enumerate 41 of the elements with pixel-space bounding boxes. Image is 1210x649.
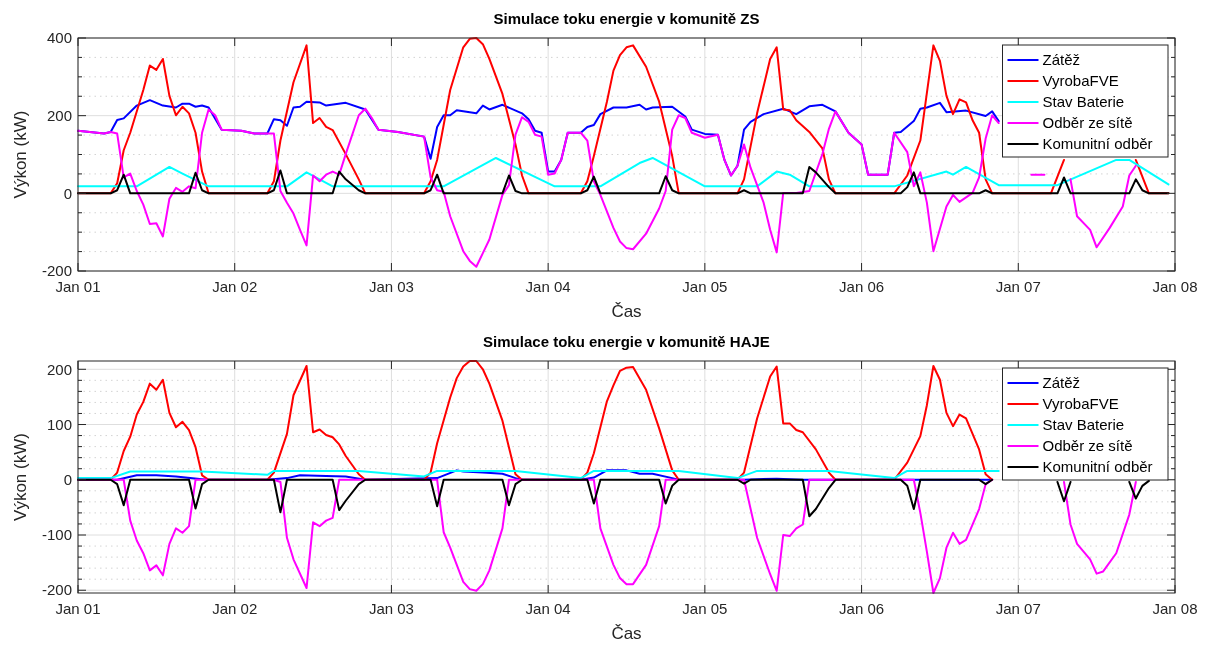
x-tick-label: Jan 08: [1152, 278, 1198, 295]
y-tick-label: 0: [63, 184, 72, 202]
x-tick-label: Jan 01: [55, 600, 101, 617]
y-tick-label: 200: [46, 106, 72, 124]
x-tick-label: Jan 03: [368, 278, 414, 295]
legend-label: VyrobaFVE: [1042, 395, 1119, 413]
x-tick-label: Jan 04: [525, 600, 571, 617]
x-tick-label: Jan 06: [839, 600, 885, 617]
x-tick-label: Jan 07: [995, 600, 1041, 617]
chart-title: Simulace toku energie v komunitě ZS: [493, 10, 760, 27]
y-tick-label: 100: [46, 415, 72, 433]
legend-label: Komunitní odběr: [1042, 458, 1153, 476]
legend-label: Odběr ze sítě: [1042, 114, 1133, 132]
y-tick-label: -200: [41, 581, 72, 599]
x-tick-label: Jan 03: [368, 600, 414, 617]
y-tick-label: 400: [46, 29, 72, 47]
chart-title: Simulace toku energie v komunitě HAJE: [483, 333, 770, 350]
legend-label: Zátěž: [1042, 51, 1081, 69]
x-axis-title: Čas: [611, 624, 642, 643]
x-tick-label: Jan 02: [212, 600, 258, 617]
y-tick-label: 0: [63, 471, 72, 489]
x-tick-label: Jan 06: [839, 278, 885, 295]
x-tick-label: Jan 01: [55, 278, 101, 295]
y-tick-label: -200: [41, 262, 72, 280]
y-axis-title: Výkon (kW): [11, 110, 30, 199]
legend-label: Stav Baterie: [1042, 93, 1125, 111]
x-tick-label: Jan 08: [1152, 600, 1198, 617]
legend-label: Zátěž: [1042, 374, 1081, 392]
legend-label: Stav Baterie: [1042, 416, 1125, 434]
legend-label: Komunitní odběr: [1042, 135, 1153, 153]
y-tick-label: -100: [41, 526, 72, 544]
x-tick-label: Jan 02: [212, 278, 258, 295]
x-tick-label: Jan 05: [682, 600, 728, 617]
legend-label: VyrobaFVE: [1042, 72, 1119, 90]
y-tick-label: 200: [46, 360, 72, 378]
x-tick-label: Jan 05: [682, 278, 728, 295]
x-tick-label: Jan 07: [995, 278, 1041, 295]
x-tick-label: Jan 04: [525, 278, 571, 295]
x-axis-title: Čas: [611, 302, 642, 321]
y-axis-title: Výkon (kW): [11, 433, 30, 521]
legend-label: Odběr ze sítě: [1042, 437, 1133, 455]
